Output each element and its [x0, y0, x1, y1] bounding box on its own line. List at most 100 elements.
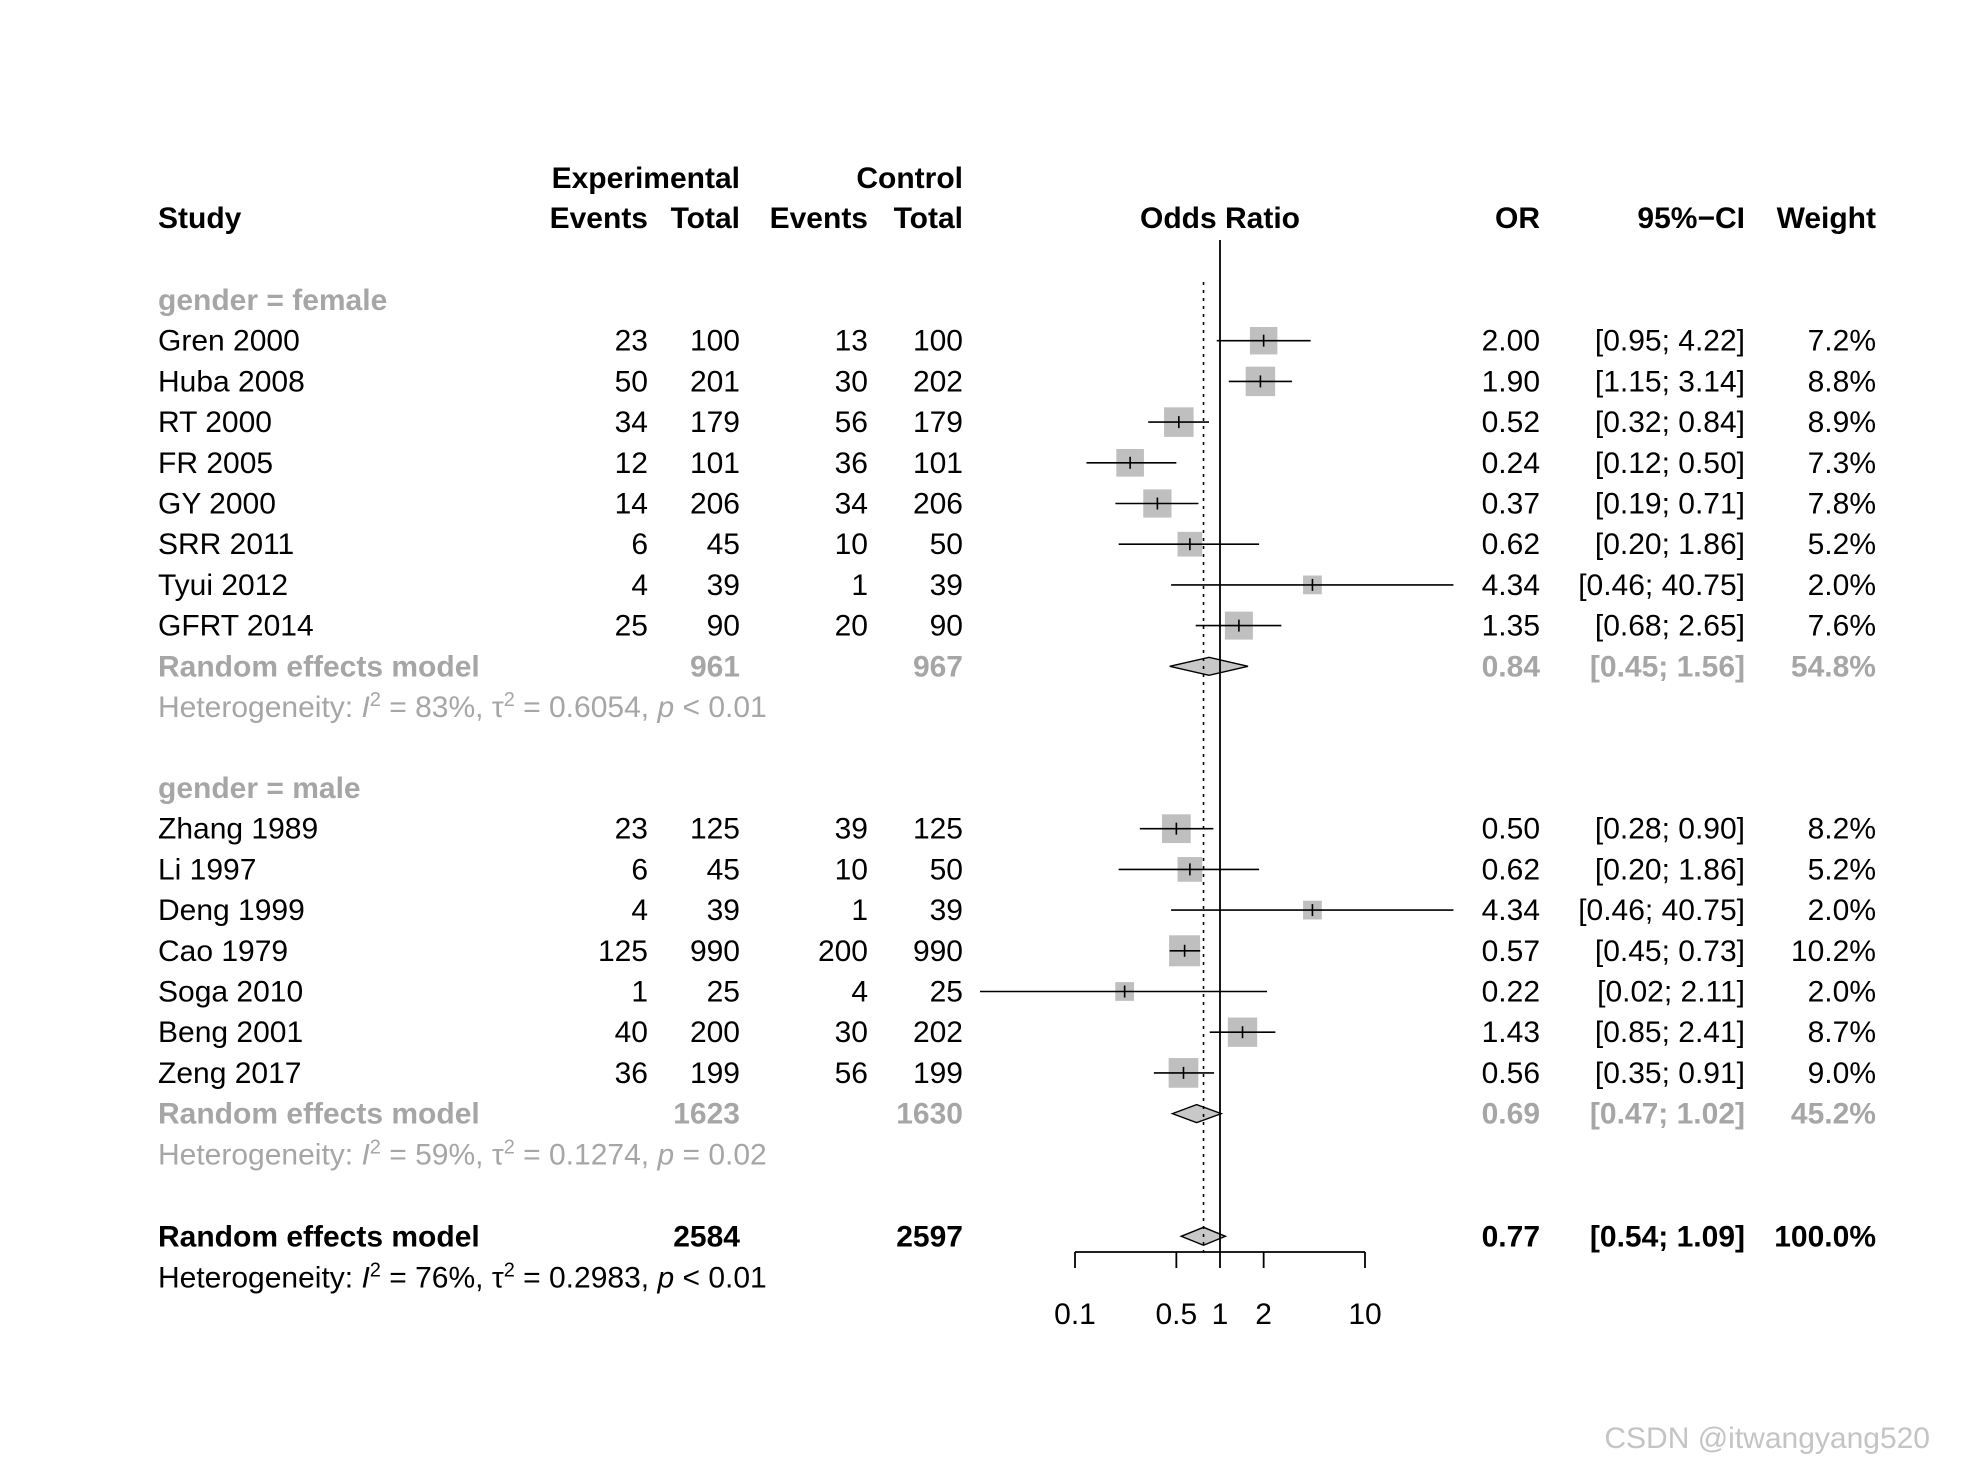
exp-total: 25: [707, 976, 740, 1009]
pooled-ci: [0.45; 1.56]: [1590, 650, 1745, 683]
exp-total: 100: [690, 325, 740, 358]
exp-events: 34: [615, 406, 648, 439]
pooled-ci: [0.54; 1.09]: [1590, 1220, 1745, 1253]
or-value: 1.35: [1482, 610, 1540, 643]
ctrl-events: 36: [835, 447, 868, 480]
ctrl-events: 1: [851, 569, 868, 602]
or-header: OR: [1495, 202, 1540, 235]
pooled-ctrl-total: 967: [913, 650, 963, 683]
weight-value: 10.2%: [1791, 935, 1876, 968]
ctrl-total: 990: [913, 935, 963, 968]
ci-value: [0.32; 0.84]: [1595, 406, 1745, 439]
pooled-label: Random effects model: [158, 1098, 480, 1131]
study-label: Huba 2008: [158, 365, 305, 398]
study-label: Gren 2000: [158, 325, 300, 358]
ci-value: [0.20; 1.86]: [1595, 853, 1745, 886]
weight-value: 8.8%: [1808, 365, 1876, 398]
study-label: Zhang 1989: [158, 813, 318, 846]
exp-total-header: Total: [671, 202, 740, 235]
weight-value: 8.9%: [1808, 406, 1876, 439]
exp-events: 1: [631, 976, 648, 1009]
exp-total: 206: [690, 488, 740, 521]
ci-value: [0.20; 1.86]: [1595, 528, 1745, 561]
weight-value: 2.0%: [1808, 569, 1876, 602]
ci-value: [0.28; 0.90]: [1595, 813, 1745, 846]
ctrl-events: 1: [851, 894, 868, 927]
ci-value: [0.12; 0.50]: [1595, 447, 1745, 480]
study-label: Cao 1979: [158, 935, 288, 968]
or-value: 0.62: [1482, 853, 1540, 886]
ctrl-total: 179: [913, 406, 963, 439]
or-value: 2.00: [1482, 325, 1540, 358]
or-value: 1.90: [1482, 365, 1540, 398]
ci-value: [0.46; 40.75]: [1578, 894, 1745, 927]
or-value: 0.52: [1482, 406, 1540, 439]
ctrl-total: 90: [930, 610, 963, 643]
ctrl-total: 25: [930, 976, 963, 1009]
pooled-ci: [0.47; 1.02]: [1590, 1098, 1745, 1131]
study-header: Study: [158, 202, 242, 235]
subgroup-label: gender = male: [158, 772, 361, 805]
weight-value: 8.7%: [1808, 1016, 1876, 1049]
ctrl-total-header: Total: [894, 202, 963, 235]
or-value: 4.34: [1482, 569, 1540, 602]
ci-value: [0.85; 2.41]: [1595, 1016, 1745, 1049]
heterogeneity-overall: Heterogeneity: I2 = 76%, τ2 = 0.2983, p …: [158, 1259, 767, 1294]
ci-value: [0.46; 40.75]: [1578, 569, 1745, 602]
exp-total: 199: [690, 1057, 740, 1090]
study-label: Soga 2010: [158, 976, 303, 1009]
study-label: SRR 2011: [158, 528, 294, 561]
study-label: GFRT 2014: [158, 610, 314, 643]
plot-area: 0.1 0.5 1 2 10: [980, 240, 1454, 1331]
exp-events: 50: [615, 365, 648, 398]
weight-value: 5.2%: [1808, 528, 1876, 561]
weight-header: Weight: [1777, 202, 1876, 235]
tick-label: 10: [1348, 1298, 1381, 1331]
pooled-label: Random effects model: [158, 650, 480, 683]
control-header: Control: [856, 162, 963, 195]
ci-value: [0.95; 4.22]: [1595, 325, 1745, 358]
experimental-header: Experimental: [552, 162, 740, 195]
ci-value: [0.35; 0.91]: [1595, 1057, 1745, 1090]
pooled-ctrl-total: 1630: [896, 1098, 963, 1131]
pooled-or: 0.69: [1482, 1098, 1540, 1131]
weight-value: 2.0%: [1808, 976, 1876, 1009]
ctrl-total: 125: [913, 813, 963, 846]
exp-events: 14: [615, 488, 648, 521]
exp-events: 36: [615, 1057, 648, 1090]
or-value: 0.37: [1482, 488, 1540, 521]
pooled-exp-total: 2584: [673, 1220, 740, 1253]
tick-label: 1: [1212, 1298, 1229, 1331]
study-label: Beng 2001: [158, 1016, 303, 1049]
pooled-label: Random effects model: [158, 1220, 480, 1253]
weight-value: 5.2%: [1808, 853, 1876, 886]
weight-value: 2.0%: [1808, 894, 1876, 927]
ctrl-total: 50: [930, 853, 963, 886]
exp-total: 39: [707, 894, 740, 927]
or-value: 1.43: [1482, 1016, 1540, 1049]
pooled-or: 0.77: [1482, 1220, 1540, 1253]
or-value: 0.24: [1482, 447, 1540, 480]
study-label: Tyui 2012: [158, 569, 288, 602]
exp-total: 201: [690, 365, 740, 398]
ctrl-events: 200: [818, 935, 868, 968]
weight-value: 7.6%: [1808, 610, 1876, 643]
ctrl-events: 4: [851, 976, 868, 1009]
exp-events: 6: [631, 853, 648, 886]
or-value: 0.57: [1482, 935, 1540, 968]
ctrl-events-header: Events: [770, 202, 868, 235]
exp-events: 4: [631, 569, 648, 602]
ctrl-events: 56: [835, 406, 868, 439]
ctrl-total: 39: [930, 569, 963, 602]
exp-total: 125: [690, 813, 740, 846]
weight-value: 7.8%: [1808, 488, 1876, 521]
watermark: CSDN @itwangyang520: [1604, 1422, 1930, 1455]
exp-events: 125: [598, 935, 648, 968]
ci-value: [0.19; 0.71]: [1595, 488, 1745, 521]
exp-events: 23: [615, 813, 648, 846]
exp-total: 90: [707, 610, 740, 643]
or-value: 0.56: [1482, 1057, 1540, 1090]
ctrl-events: 34: [835, 488, 868, 521]
ci-value: [0.68; 2.65]: [1595, 610, 1745, 643]
